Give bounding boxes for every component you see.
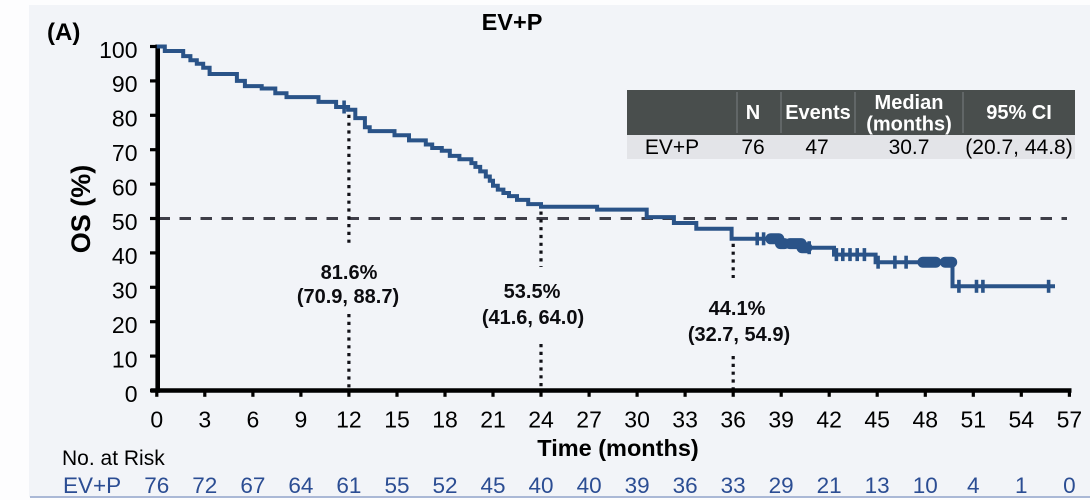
svg-text:51: 51 [961, 407, 987, 433]
svg-text:52: 52 [432, 473, 457, 498]
svg-text:0: 0 [125, 381, 138, 407]
svg-text:10: 10 [913, 473, 938, 498]
svg-text:10: 10 [112, 346, 138, 372]
svg-text:EV+P: EV+P [645, 136, 699, 159]
svg-text:64: 64 [288, 473, 313, 498]
svg-text:No. at Risk: No. at Risk [62, 447, 165, 470]
svg-text:4: 4 [967, 473, 980, 498]
svg-text:100: 100 [99, 37, 137, 63]
svg-text:12: 12 [336, 407, 362, 433]
svg-text:(41.6, 64.0): (41.6, 64.0) [482, 307, 584, 329]
svg-text:67: 67 [240, 473, 265, 498]
svg-text:1: 1 [1015, 473, 1028, 498]
svg-text:40: 40 [112, 243, 138, 269]
svg-text:95% CI: 95% CI [986, 102, 1052, 124]
svg-text:21: 21 [480, 407, 506, 433]
svg-text:44.1%: 44.1% [709, 298, 766, 320]
svg-text:EV+P: EV+P [482, 9, 543, 35]
svg-text:(20.7, 44.8): (20.7, 44.8) [965, 136, 1072, 159]
svg-text:40: 40 [577, 473, 602, 498]
svg-text:6: 6 [247, 407, 260, 433]
svg-text:30: 30 [112, 278, 138, 304]
svg-text:76: 76 [144, 473, 169, 498]
svg-text:Time (months): Time (months) [537, 435, 698, 461]
svg-text:30.7: 30.7 [889, 136, 930, 159]
svg-text:90: 90 [112, 71, 138, 97]
svg-text:24: 24 [528, 407, 554, 433]
svg-text:27: 27 [576, 407, 602, 433]
svg-text:21: 21 [817, 473, 842, 498]
svg-text:Median: Median [875, 92, 944, 114]
svg-text:EV+P: EV+P [63, 473, 121, 498]
svg-text:15: 15 [384, 407, 410, 433]
svg-text:70: 70 [112, 140, 138, 166]
svg-text:39: 39 [768, 407, 794, 433]
svg-text:61: 61 [336, 473, 361, 498]
svg-text:48: 48 [913, 407, 939, 433]
svg-text:81.6%: 81.6% [321, 262, 378, 284]
svg-text:42: 42 [816, 407, 842, 433]
svg-text:76: 76 [741, 136, 764, 159]
svg-text:(32.7, 54.9): (32.7, 54.9) [688, 324, 790, 346]
svg-text:0: 0 [1063, 473, 1076, 498]
svg-text:Events: Events [785, 102, 851, 124]
svg-text:N: N [746, 102, 760, 124]
svg-text:55: 55 [384, 473, 409, 498]
svg-text:(months): (months) [866, 114, 952, 136]
svg-text:33: 33 [721, 473, 746, 498]
svg-text:(A): (A) [47, 19, 80, 46]
svg-text:20: 20 [112, 312, 138, 338]
svg-text:60: 60 [112, 174, 138, 200]
svg-text:OS (%): OS (%) [66, 165, 96, 254]
svg-text:80: 80 [112, 106, 138, 132]
svg-text:57: 57 [1057, 407, 1083, 433]
svg-text:13: 13 [865, 473, 890, 498]
svg-text:47: 47 [805, 136, 828, 159]
svg-text:53.5%: 53.5% [504, 281, 561, 303]
svg-text:45: 45 [864, 407, 890, 433]
svg-text:3: 3 [198, 407, 211, 433]
svg-text:9: 9 [295, 407, 308, 433]
svg-text:18: 18 [432, 407, 458, 433]
svg-text:36: 36 [720, 407, 746, 433]
svg-text:33: 33 [672, 407, 698, 433]
svg-text:39: 39 [625, 473, 650, 498]
svg-text:29: 29 [769, 473, 794, 498]
svg-text:45: 45 [480, 473, 505, 498]
svg-text:50: 50 [112, 209, 138, 235]
svg-text:30: 30 [624, 407, 650, 433]
svg-text:72: 72 [192, 473, 217, 498]
svg-text:0: 0 [150, 407, 163, 433]
svg-text:40: 40 [528, 473, 553, 498]
svg-text:(70.9, 88.7): (70.9, 88.7) [297, 286, 399, 308]
svg-text:54: 54 [1009, 407, 1035, 433]
svg-text:36: 36 [673, 473, 698, 498]
